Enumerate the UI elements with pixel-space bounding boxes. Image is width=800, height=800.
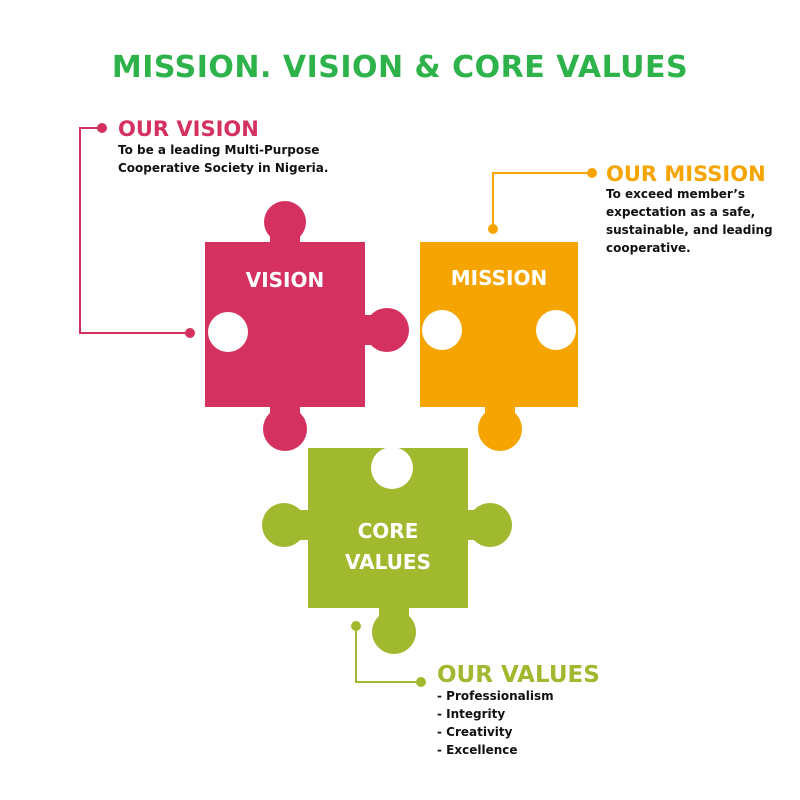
- vision-heading: OUR VISION: [118, 117, 259, 141]
- mission-piece-notch-right: [536, 310, 576, 350]
- vision-piece-label: VISION: [245, 268, 325, 292]
- mission-connector-line: [492, 172, 592, 229]
- vision-piece-notch: [208, 312, 248, 352]
- mission-description-line: cooperative.: [606, 241, 691, 255]
- values-connector-dot-start: [351, 621, 361, 631]
- mission-piece-notch-left: [422, 310, 462, 350]
- page-title: MISSION. VISION & CORE VALUES: [111, 50, 689, 85]
- values-list-item: - Excellence: [437, 743, 518, 757]
- mission-description: To exceed member’s expectation as a safe…: [606, 185, 773, 257]
- mission-description-line: To exceed member’s: [606, 187, 746, 201]
- values-connector-dot-end: [416, 677, 426, 687]
- core-values-piece-label-line2: VALUES: [345, 550, 431, 574]
- values-list-item: - Creativity: [437, 725, 513, 739]
- core-values-piece-notch: [371, 447, 413, 489]
- values-list-item: - Professionalism: [437, 689, 554, 703]
- core-values-piece-label-line1: CORE: [357, 519, 419, 543]
- vision-connector-line: [79, 127, 190, 334]
- mission-heading: OUR MISSION: [606, 162, 766, 186]
- values-list: - Professionalism - Integrity - Creativi…: [437, 687, 554, 759]
- mission-description-line: sustainable, and leading: [606, 223, 773, 237]
- mission-description-line: expectation as a safe,: [606, 205, 756, 219]
- values-list-item: - Integrity: [437, 707, 506, 721]
- vision-connector-dot-start: [97, 123, 107, 133]
- vision-description-line: Cooperative Society in Nigeria.: [118, 161, 329, 175]
- vision-connector-dot-end: [185, 328, 195, 338]
- mission-connector-dot-start: [587, 168, 597, 178]
- values-connector-line: [355, 626, 421, 683]
- mission-piece-label: MISSION: [450, 266, 548, 290]
- vision-description: To be a leading Multi-Purpose Cooperativ…: [118, 141, 328, 177]
- mission-connector-dot-end: [488, 224, 498, 234]
- vision-description-line: To be a leading Multi-Purpose: [118, 143, 320, 157]
- values-heading: OUR VALUES: [437, 662, 600, 688]
